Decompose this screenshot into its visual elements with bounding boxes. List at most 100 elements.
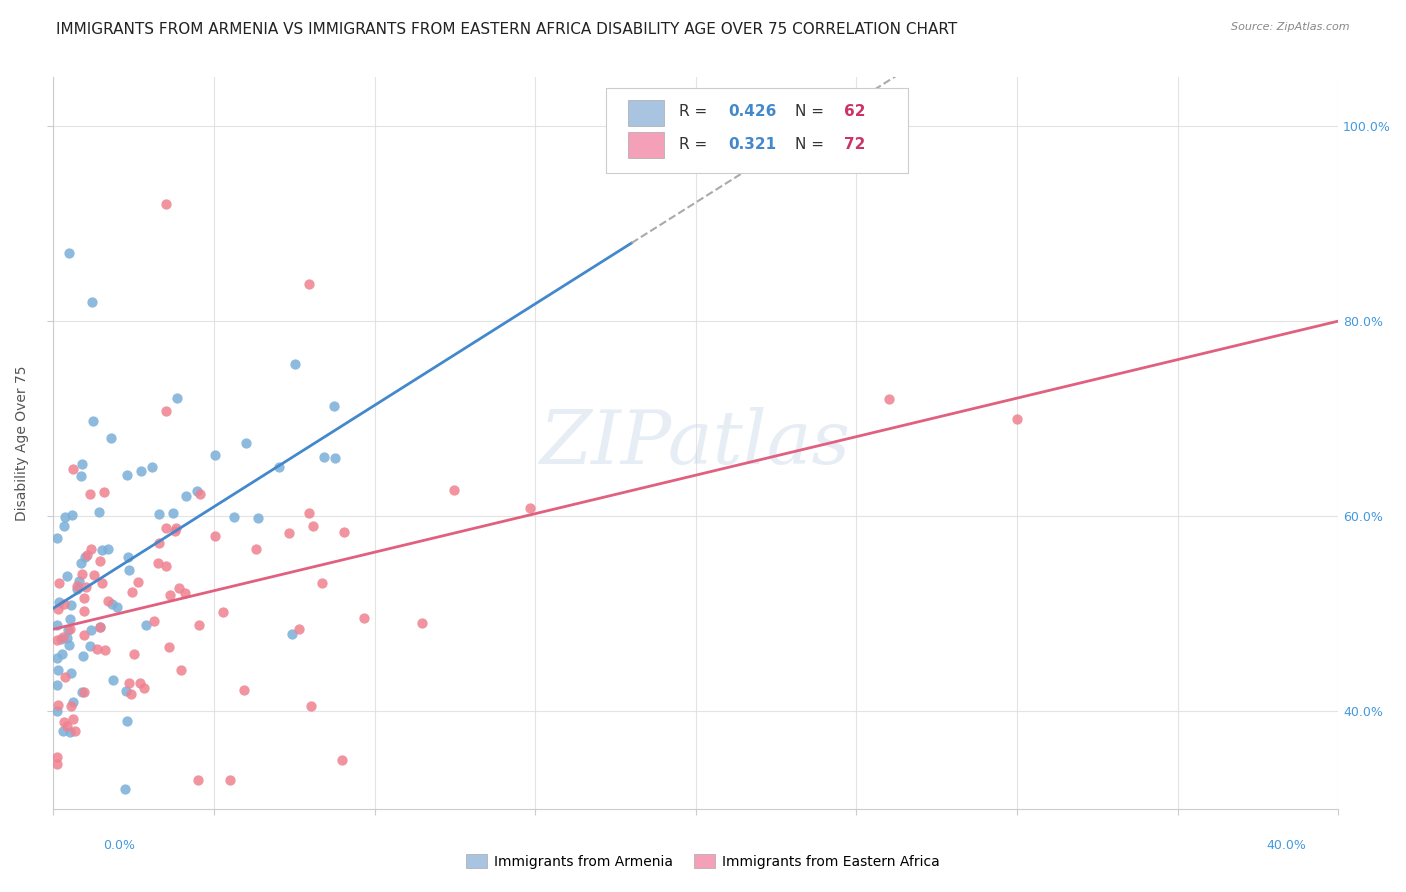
Point xyxy=(155,404,177,418)
Text: 72: 72 xyxy=(844,137,865,153)
Point xyxy=(187,772,209,787)
Point xyxy=(58,638,80,652)
Point xyxy=(80,623,103,637)
Point xyxy=(80,294,103,309)
Point xyxy=(46,618,69,632)
Point xyxy=(90,576,112,591)
Point xyxy=(298,506,321,520)
Point xyxy=(204,529,226,543)
Point xyxy=(49,632,72,646)
Point xyxy=(443,483,465,498)
Point xyxy=(519,501,541,516)
Point xyxy=(101,673,124,688)
Point xyxy=(155,521,177,535)
Point xyxy=(146,557,169,571)
Point xyxy=(73,550,96,565)
Point xyxy=(93,485,115,500)
Point xyxy=(120,688,142,702)
Legend: Immigrants from Armenia, Immigrants from Eastern Africa: Immigrants from Armenia, Immigrants from… xyxy=(461,848,945,874)
Point xyxy=(135,617,157,632)
Point xyxy=(114,782,136,797)
Point xyxy=(51,647,73,661)
Point xyxy=(877,392,900,407)
Point xyxy=(58,623,80,637)
Point xyxy=(79,640,101,654)
Y-axis label: Disability Age Over 75: Disability Age Over 75 xyxy=(15,366,30,521)
Point xyxy=(312,450,335,465)
Point xyxy=(141,460,163,475)
Point xyxy=(129,464,152,478)
Point xyxy=(284,357,307,371)
Point xyxy=(91,542,114,557)
Point xyxy=(45,756,67,771)
Point xyxy=(53,509,76,524)
Point xyxy=(233,683,256,698)
Point xyxy=(70,557,93,571)
Point xyxy=(97,593,120,607)
Text: IMMIGRANTS FROM ARMENIA VS IMMIGRANTS FROM EASTERN AFRICA DISABILITY AGE OVER 75: IMMIGRANTS FROM ARMENIA VS IMMIGRANTS FR… xyxy=(56,22,957,37)
FancyBboxPatch shape xyxy=(627,100,664,127)
Point xyxy=(73,685,96,699)
Point xyxy=(100,431,122,445)
Point xyxy=(122,648,145,662)
Point xyxy=(278,526,301,541)
Point xyxy=(174,489,197,503)
Point xyxy=(411,615,433,630)
Point xyxy=(62,695,84,709)
Text: ZIPatlas: ZIPatlas xyxy=(540,407,851,480)
Point xyxy=(105,599,128,614)
Point xyxy=(89,554,111,568)
Point xyxy=(148,508,170,522)
Point xyxy=(127,575,149,590)
Point xyxy=(97,541,120,556)
Point xyxy=(72,685,94,699)
Point xyxy=(56,569,79,583)
Point xyxy=(63,724,86,739)
Text: 0.321: 0.321 xyxy=(728,137,776,153)
Point xyxy=(155,197,177,211)
FancyBboxPatch shape xyxy=(627,132,664,158)
Point xyxy=(118,563,141,577)
Text: 62: 62 xyxy=(844,104,865,120)
Point xyxy=(73,604,96,618)
Point xyxy=(45,705,67,719)
Point xyxy=(159,588,181,602)
Text: 0.426: 0.426 xyxy=(728,104,776,120)
Point xyxy=(46,602,69,616)
Point xyxy=(89,620,111,634)
Point xyxy=(83,568,105,582)
Point xyxy=(46,698,69,712)
Point xyxy=(188,487,211,501)
Point xyxy=(60,598,83,612)
Point xyxy=(167,581,190,595)
Point xyxy=(128,676,150,690)
Point xyxy=(48,595,70,609)
Point xyxy=(219,772,242,787)
Point xyxy=(80,541,103,556)
Point xyxy=(117,549,139,564)
Point xyxy=(53,670,76,684)
Point xyxy=(333,524,356,539)
Point xyxy=(101,597,124,611)
Point xyxy=(79,487,101,501)
Point xyxy=(58,246,80,260)
Text: R =: R = xyxy=(679,137,713,153)
Point xyxy=(52,518,75,533)
Point xyxy=(70,468,93,483)
Point xyxy=(45,749,67,764)
FancyBboxPatch shape xyxy=(606,88,908,172)
Point xyxy=(52,714,75,729)
Point xyxy=(118,676,141,690)
Point xyxy=(163,524,186,539)
Point xyxy=(45,678,67,692)
Point xyxy=(115,467,138,482)
Point xyxy=(58,612,80,626)
Point xyxy=(134,681,156,695)
Point xyxy=(59,665,82,680)
Point xyxy=(247,511,270,525)
Point xyxy=(62,712,84,726)
Text: Source: ZipAtlas.com: Source: ZipAtlas.com xyxy=(1232,22,1350,32)
Point xyxy=(45,651,67,665)
Text: N =: N = xyxy=(794,137,828,153)
Point xyxy=(52,723,75,738)
